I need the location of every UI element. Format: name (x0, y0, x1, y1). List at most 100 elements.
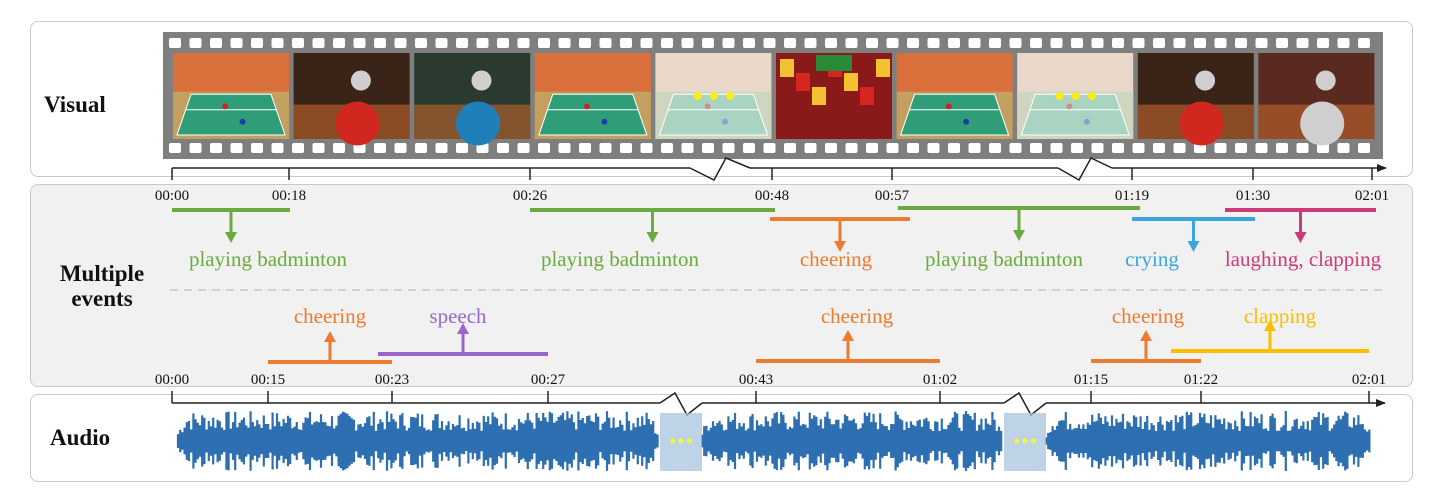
visual-event: crying (1125, 217, 1255, 271)
tick-label: 00:48 (755, 188, 789, 204)
sprocket-hole (456, 38, 468, 48)
sprocket-hole (599, 38, 612, 48)
sprocket-hole (210, 143, 222, 153)
sprocket-hole (825, 143, 837, 153)
film-frame (896, 53, 1013, 139)
sprocket-hole (845, 38, 858, 48)
audio-event: cheering (756, 304, 940, 363)
event-label: playing badminton (925, 247, 1084, 271)
waveform-segment (700, 411, 1003, 471)
event-arrowhead (1187, 241, 1200, 252)
sprocket-hole (681, 143, 694, 153)
sprocket-hole (169, 38, 181, 48)
sprocket-hole (1296, 38, 1309, 48)
sprocket-hole (1091, 38, 1104, 48)
sprocket-hole (763, 143, 776, 153)
film-frame (776, 53, 892, 139)
skip-dot (1030, 438, 1036, 444)
sprocket-hole (1009, 38, 1022, 48)
sprocket-hole (784, 38, 796, 48)
event-arrowhead (1013, 230, 1025, 241)
player-figure (1083, 118, 1090, 125)
player-figure (722, 118, 728, 125)
sprocket-hole (271, 38, 284, 48)
film-frame (173, 53, 289, 139)
sprocket-hole (558, 38, 571, 48)
sprocket-hole (1071, 38, 1083, 48)
sprocket-hole (661, 143, 673, 153)
sprocket-hole (476, 143, 489, 153)
tick-label: 00:26 (513, 188, 548, 204)
audio-events: cheering speech cheering cheering clapping (268, 304, 1369, 364)
audio-event: cheering (1091, 304, 1201, 363)
film-frame (414, 53, 531, 146)
person-body (1300, 101, 1345, 146)
event-arrowhead (1140, 330, 1152, 341)
sprocket-hole (251, 143, 263, 153)
event-arrowhead (457, 323, 469, 334)
event-label: cheering (821, 304, 894, 328)
flag (860, 87, 874, 105)
person-body (335, 101, 380, 146)
sprocket-hole (1030, 38, 1042, 48)
sprocket-hole (1112, 38, 1124, 48)
player-figure (1066, 103, 1073, 110)
tick-label: 02:01 (1352, 372, 1386, 388)
sprocket-hole (292, 143, 304, 153)
sprocket-hole (1132, 38, 1145, 48)
sprocket-hole (394, 38, 407, 48)
visual-event: playing badminton (898, 206, 1140, 271)
sprocket-hole (743, 38, 755, 48)
court-surface (176, 93, 286, 136)
sprocket-hole (968, 143, 981, 153)
sprocket-hole (1358, 143, 1370, 153)
sprocket-hole (1276, 143, 1288, 153)
audio-row-label: Audio (50, 425, 111, 450)
sprocket-hole (538, 38, 550, 48)
court-surface (1020, 93, 1130, 136)
event-label: clapping (1244, 304, 1317, 328)
skip-dot (1071, 92, 1080, 100)
film-strip (163, 32, 1383, 159)
sprocket-hole (415, 143, 427, 153)
sprocket-hole (333, 143, 345, 153)
event-arrowhead (324, 331, 336, 342)
skip-dot (678, 438, 684, 444)
event-label: playing badminton (189, 247, 348, 271)
skip-dot (670, 438, 676, 444)
sprocket-hole (312, 38, 325, 48)
tick-label: 00:00 (155, 188, 189, 204)
person-face-blurred (350, 70, 371, 91)
axis-break (689, 157, 751, 181)
event-label: cheering (1112, 304, 1185, 328)
event-label: crying (1125, 247, 1179, 271)
sprocket-hole (927, 143, 940, 153)
tick-label: 01:30 (1236, 188, 1270, 204)
film-frame (534, 53, 651, 139)
sprocket-hole (722, 143, 735, 153)
event-arrowhead (1264, 320, 1276, 331)
court-surface (899, 93, 1010, 136)
sprocket-hole (1194, 143, 1206, 153)
sprocket-hole (210, 38, 222, 48)
sprocket-hole (886, 143, 899, 153)
sprocket-hole (230, 38, 243, 48)
sprocket-hole (1255, 143, 1268, 153)
audio-event: cheering (268, 304, 392, 364)
court-surface (538, 93, 648, 136)
tick-label: 00:57 (875, 188, 910, 204)
sprocket-hole (292, 38, 304, 48)
axis-break (1057, 157, 1113, 182)
person-face-blurred (1315, 70, 1336, 91)
event-arrowhead (834, 241, 846, 252)
skip-dot (1014, 438, 1020, 444)
waveform-segment (1044, 411, 1371, 471)
audio-event: clapping (1171, 304, 1369, 353)
player-figure (584, 103, 590, 110)
sprocket-hole (497, 38, 509, 48)
event-arrowhead (1294, 232, 1307, 243)
skip-dot (709, 92, 718, 100)
sprocket-hole (333, 38, 345, 48)
film-frame (1258, 53, 1375, 146)
